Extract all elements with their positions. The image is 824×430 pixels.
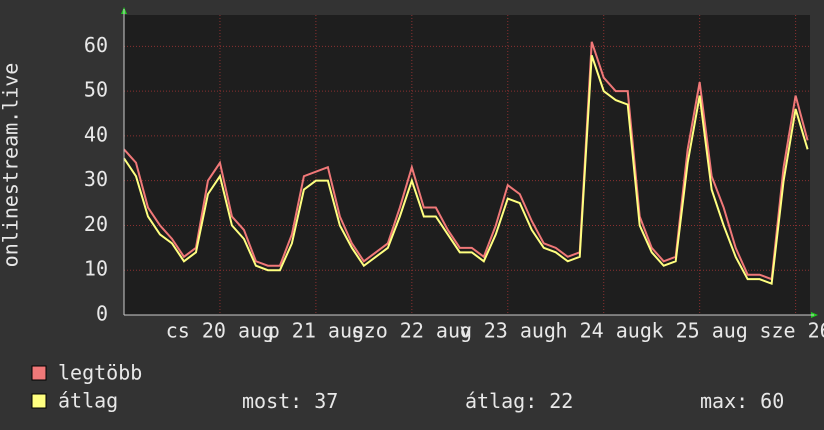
stat: most: 37 <box>242 389 338 413</box>
stat: átlag: 22 <box>465 389 573 413</box>
y-tick-label: 30 <box>84 167 108 191</box>
legend-label: legtöbb <box>58 361 142 385</box>
stat-value: 37 <box>314 389 338 413</box>
y-axis-label: onlinestream.live <box>0 63 23 268</box>
x-tick-label: sze 26 <box>759 319 824 343</box>
stat-label: átlag: <box>465 389 537 413</box>
stat-label: most: <box>242 389 302 413</box>
x-tick-label: szo 22 aug <box>352 319 472 343</box>
y-tick-label: 0 <box>96 302 108 326</box>
stat-value: 22 <box>549 389 573 413</box>
series-line <box>123 54 809 286</box>
y-tick-label: 50 <box>84 78 108 102</box>
x-tick-label: h 24 aug <box>556 319 652 343</box>
x-tick-label: cs 20 aug <box>166 319 274 343</box>
legend-label: átlag <box>58 389 118 413</box>
stat-value: 60 <box>760 389 784 413</box>
y-tick-label: 20 <box>84 212 108 236</box>
x-tick-label: p 21 aug <box>268 319 364 343</box>
legend-swatch <box>31 393 47 409</box>
x-tick-label: v 23 aug <box>460 319 556 343</box>
stat: max: 60 <box>700 389 784 413</box>
series-line <box>123 41 809 281</box>
stat-label: max: <box>700 389 748 413</box>
x-tick-label: k 25 aug <box>652 319 748 343</box>
arrow <box>811 312 818 318</box>
y-tick-label: 40 <box>84 122 108 146</box>
legend-swatch <box>31 365 47 381</box>
y-tick-label: 10 <box>84 257 108 281</box>
plot-area <box>124 15 810 315</box>
y-tick-label: 60 <box>84 33 108 57</box>
